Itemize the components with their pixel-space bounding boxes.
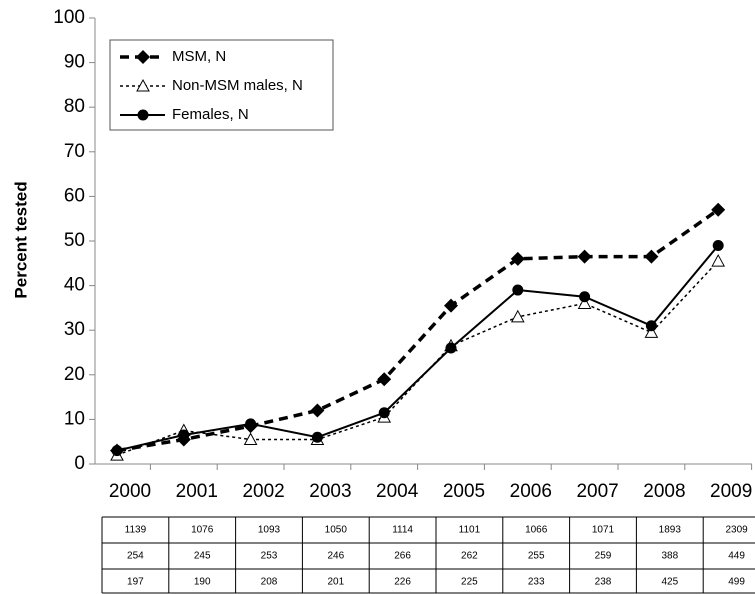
- table-cell: 1893: [659, 525, 682, 536]
- series-line: [116, 260, 719, 456]
- table-cell: 1066: [525, 525, 548, 536]
- marker: [510, 251, 525, 266]
- legend-marker: [137, 109, 149, 121]
- table-cell: 201: [327, 577, 344, 588]
- table-cell: 449: [728, 551, 745, 562]
- table-cell: 266: [394, 551, 411, 562]
- marker: [579, 291, 591, 303]
- table-cell: 259: [595, 551, 612, 562]
- legend-label: MSM, N: [172, 48, 226, 65]
- y-axis-label: Percent tested: [11, 181, 30, 298]
- table-cell: 1076: [191, 525, 214, 536]
- table-cell: 190: [194, 577, 211, 588]
- marker: [243, 432, 258, 445]
- marker: [378, 407, 390, 419]
- table-cell: 1050: [325, 525, 348, 536]
- x-tick-label: 2007: [576, 481, 618, 502]
- table-cell: 254: [127, 551, 144, 562]
- series-line: [116, 244, 719, 452]
- marker: [445, 342, 457, 354]
- x-tick-label: 2009: [710, 481, 752, 502]
- marker: [711, 254, 726, 267]
- x-tick-label: 2002: [242, 481, 284, 502]
- x-tick-label: 2004: [376, 481, 419, 502]
- x-tick-label: 2005: [443, 481, 485, 502]
- table-cell: 262: [461, 551, 478, 562]
- marker: [577, 296, 592, 309]
- marker: [377, 372, 392, 387]
- marker: [178, 429, 190, 441]
- y-tick-label: 80: [64, 96, 85, 117]
- table-cell: 1071: [592, 525, 615, 536]
- marker: [111, 445, 123, 457]
- table-cell: 1093: [258, 525, 281, 536]
- marker: [577, 249, 592, 264]
- legend-label: Females, N: [172, 106, 249, 123]
- x-tick-label: 2001: [176, 481, 218, 502]
- x-tick-label: 2008: [643, 481, 685, 502]
- y-tick-label: 100: [53, 7, 85, 28]
- x-tick-label: 2003: [309, 481, 351, 502]
- table-cell: 388: [661, 551, 678, 562]
- table-cell: 226: [394, 577, 411, 588]
- y-tick-label: 40: [64, 275, 85, 296]
- marker: [245, 418, 257, 430]
- x-tick-label: 2006: [510, 481, 552, 502]
- table-cell: 499: [728, 577, 745, 588]
- table-cell: 225: [461, 577, 478, 588]
- table-cell: 238: [595, 577, 612, 588]
- table-cell: 253: [261, 551, 278, 562]
- table-cell: 197: [127, 577, 144, 588]
- marker: [644, 325, 659, 338]
- table-cell: 1114: [392, 525, 413, 536]
- marker: [644, 249, 659, 264]
- table-cell: 2309: [725, 525, 748, 536]
- y-tick-label: 70: [64, 141, 85, 162]
- y-tick-label: 60: [64, 185, 85, 206]
- legend-marker: [136, 78, 150, 92]
- y-tick-label: 10: [64, 408, 85, 429]
- series-line: [116, 208, 720, 453]
- marker: [711, 202, 726, 217]
- y-tick-label: 30: [64, 319, 85, 340]
- legend-label: Non-MSM males, N: [172, 77, 303, 94]
- marker: [712, 239, 724, 251]
- table-cell: 1139: [125, 525, 147, 536]
- marker: [645, 320, 657, 332]
- legend-marker: [136, 50, 150, 64]
- y-tick-label: 0: [74, 453, 85, 474]
- table-cell: 233: [528, 577, 545, 588]
- y-tick-label: 90: [64, 52, 85, 73]
- table-cell: 246: [327, 551, 344, 562]
- marker: [310, 403, 325, 418]
- table-cell: 425: [661, 577, 678, 588]
- marker: [510, 309, 525, 323]
- table-cell: 208: [261, 577, 278, 588]
- table-cell: 1101: [459, 525, 481, 536]
- table-cell: 255: [528, 551, 545, 562]
- marker: [512, 284, 524, 296]
- y-tick-label: 50: [64, 230, 85, 251]
- x-tick-label: 2000: [109, 481, 151, 502]
- y-tick-label: 20: [64, 364, 85, 385]
- table-cell: 245: [194, 551, 211, 562]
- marker: [311, 431, 323, 443]
- marker: [444, 298, 458, 313]
